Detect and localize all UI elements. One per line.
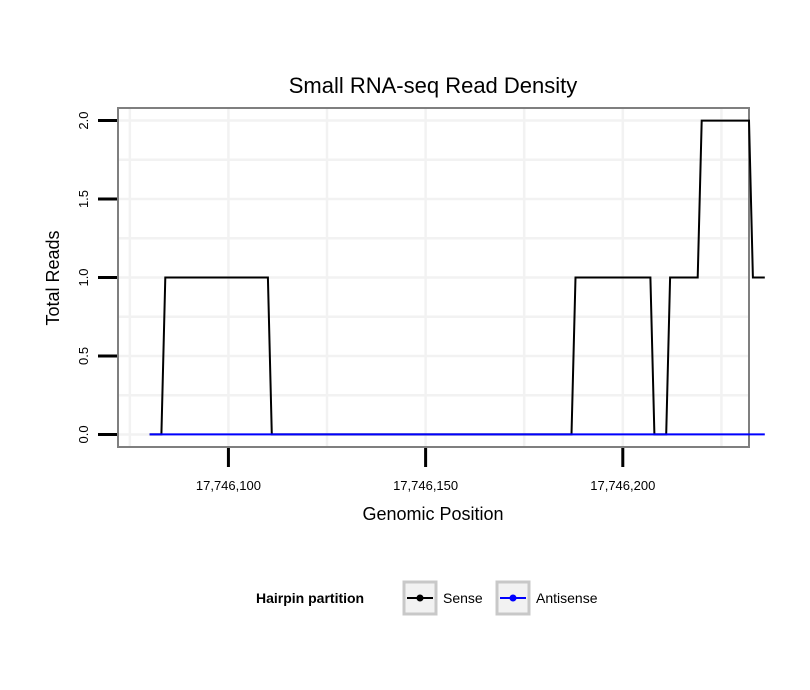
series-lines (149, 119, 765, 436)
legend-title: Hairpin partition (256, 590, 364, 606)
legend-label-antisense: Antisense (536, 590, 598, 606)
y-tick-label: 1.5 (76, 190, 91, 208)
legend: Hairpin partition Sense Antisense (256, 580, 598, 616)
y-axis: 0.0 0.5 1.0 1.5 2.0 (76, 112, 117, 443)
legend-key-point (509, 594, 517, 602)
x-tick-label: 17,746,150 (393, 478, 458, 493)
x-tick-label: 17,746,100 (196, 478, 261, 493)
legend-label-sense: Sense (443, 590, 483, 606)
y-tick-label: 2.0 (76, 112, 91, 130)
y-axis-title: Total Reads (43, 230, 63, 325)
legend-key-point (416, 594, 424, 602)
x-axis: 17,746,100 17,746,150 17,746,200 (196, 448, 655, 493)
chart-title: Small RNA-seq Read Density (289, 73, 578, 98)
y-tick-label: 0.0 (76, 425, 91, 443)
x-axis-title: Genomic Position (362, 504, 503, 524)
series-line-sense (149, 119, 765, 436)
y-tick-label: 1.0 (76, 268, 91, 286)
plot-panel-border (117, 107, 750, 448)
x-tick-label: 17,746,200 (590, 478, 655, 493)
y-tick-label: 0.5 (76, 347, 91, 365)
